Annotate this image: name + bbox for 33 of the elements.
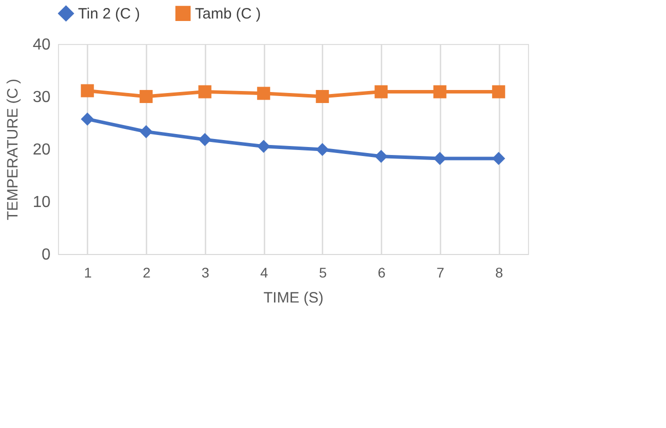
y-tick-label: 10 bbox=[32, 194, 51, 211]
point bbox=[316, 143, 329, 156]
x-tick-label: 2 bbox=[142, 264, 151, 280]
point bbox=[257, 86, 270, 100]
point bbox=[433, 85, 446, 98]
y-tick-label: 20 bbox=[32, 142, 51, 158]
point bbox=[257, 140, 270, 153]
legend-label: Tin 2 (C ) bbox=[78, 5, 140, 22]
point bbox=[316, 90, 329, 104]
point bbox=[433, 152, 446, 165]
x-tick-label: 5 bbox=[318, 264, 327, 280]
x-tick-label: 3 bbox=[201, 264, 210, 280]
y-tick-label: 30 bbox=[32, 89, 51, 106]
y-tick-label: 40 bbox=[32, 36, 51, 54]
x-axis-title: TIME (S) bbox=[264, 290, 324, 306]
legend-label: Tamb (C ) bbox=[195, 5, 261, 22]
x-tick-label: 1 bbox=[84, 264, 92, 280]
point bbox=[140, 90, 153, 104]
y-axis-title: TEMPERATURE (C ) bbox=[4, 78, 22, 220]
point bbox=[140, 125, 153, 138]
point bbox=[374, 85, 388, 98]
x-tick-label: 7 bbox=[436, 264, 444, 280]
point bbox=[198, 133, 212, 146]
point bbox=[198, 85, 212, 98]
point bbox=[492, 85, 506, 98]
point bbox=[80, 84, 94, 98]
x-tick-label: 8 bbox=[495, 264, 504, 280]
y-tick-label: 0 bbox=[42, 246, 51, 264]
x-tick-label: 4 bbox=[260, 264, 268, 280]
x-tick-label: 6 bbox=[378, 264, 386, 280]
point bbox=[80, 112, 94, 126]
point bbox=[374, 150, 388, 163]
point bbox=[492, 152, 506, 165]
